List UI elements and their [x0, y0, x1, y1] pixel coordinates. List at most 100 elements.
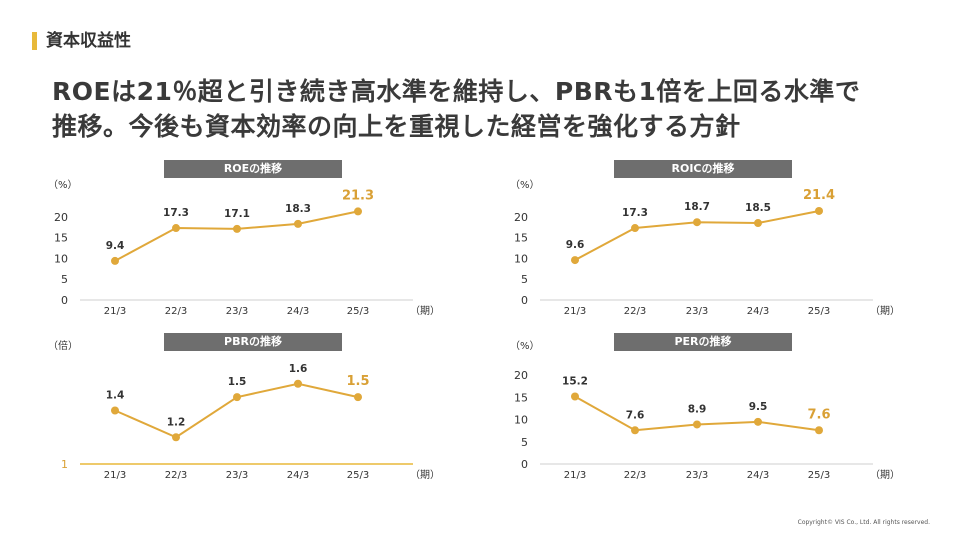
roe-point-1 [172, 224, 180, 233]
pbr-data-label-1: 1.2 [167, 416, 186, 428]
pbr-data-label-4: 1.5 [346, 374, 369, 389]
roe-x-tick-1: 22/3 [165, 306, 187, 317]
roic-x-tick-1: 22/3 [624, 306, 646, 317]
roic-y-tick-0: 0 [521, 294, 528, 307]
roe-y-tick-2: 10 [54, 252, 68, 265]
per-x-tick-2: 23/3 [686, 470, 708, 481]
section-accent-bar [32, 32, 37, 50]
per-x-tick-4: 25/3 [808, 470, 830, 481]
roe-data-label-0: 9.4 [106, 240, 125, 252]
pbr-point-0 [111, 406, 119, 415]
pbr-x-tick-2: 23/3 [226, 470, 248, 481]
roic-point-3 [754, 219, 762, 228]
pbr-point-3 [294, 379, 302, 388]
roe-y-tick-4: 20 [54, 211, 68, 224]
roic-data-label-4: 21.4 [803, 188, 835, 203]
roe-y-tick-0: 0 [61, 294, 68, 307]
per-point-3 [754, 417, 762, 426]
roic-unit-label: （%） [510, 180, 540, 191]
roe-chart-title: ROEの推移 [164, 160, 342, 178]
per-x-tick-0: 21/3 [564, 470, 586, 481]
roic-y-tick-3: 15 [514, 232, 528, 245]
per-data-label-1: 7.6 [626, 409, 645, 421]
roic-point-1 [631, 224, 639, 233]
headline-line-2: 推移。今後も資本効率の向上を重視した経営を強化する方針 [52, 112, 741, 141]
roe-data-label-3: 18.3 [285, 203, 311, 215]
roic-line-chart: 0 5 10 15 20 21/3 22/3 23/3 24/3 25/3 （期） 9.6 17.3 18… [514, 188, 900, 317]
roic-x-tick-3: 24/3 [747, 306, 769, 317]
pbr-x-tick-1: 22/3 [165, 470, 187, 481]
roic-point-4 [815, 206, 823, 215]
pbr-period-label: （期） [410, 469, 440, 481]
roe-y-tick-1: 5 [61, 273, 68, 286]
roic-y-tick-2: 10 [514, 252, 528, 265]
pbr-point-2 [233, 393, 241, 402]
roe-data-label-2: 17.1 [224, 208, 250, 220]
pbr-unit-label: （倍） [48, 341, 78, 352]
headline-line-1: ROEは21％超と引き続き高水準を維持し、PBRも1倍を上回る水準で [52, 77, 861, 106]
roe-point-2 [233, 224, 241, 233]
pbr-point-1 [172, 433, 180, 442]
per-y-tick-4: 20 [514, 369, 528, 382]
roe-point-3 [294, 219, 302, 228]
roic-x-tick-2: 23/3 [686, 306, 708, 317]
pbr-data-label-0: 1.4 [106, 390, 125, 402]
roic-point-2 [693, 218, 701, 227]
per-y-tick-1: 5 [521, 436, 528, 449]
copyright-notice: Copyright© VIS Co., Ltd. All rights rese… [797, 519, 930, 526]
roe-x-tick-2: 23/3 [226, 306, 248, 317]
roe-x-tick-4: 25/3 [347, 306, 369, 317]
roic-data-label-2: 18.7 [684, 201, 710, 213]
per-data-label-2: 8.9 [688, 403, 707, 415]
per-point-4 [815, 426, 823, 435]
per-chart-title: PERの推移 [614, 333, 792, 351]
pbr-x-tick-0: 21/3 [104, 470, 126, 481]
roic-point-0 [571, 256, 579, 265]
roe-point-0 [111, 256, 119, 265]
per-point-0 [571, 392, 579, 401]
per-data-label-3: 9.5 [749, 401, 768, 413]
roic-chart-title: ROICの推移 [614, 160, 792, 178]
roe-point-4 [354, 207, 362, 216]
per-data-label-0: 15.2 [562, 376, 588, 388]
roic-chart-panel: ROICの推移 （%） 0 5 10 15 20 21/3 22/3 23/3 24/3 25/3… [480, 160, 960, 340]
pbr-y-tick-0: 1 [61, 458, 68, 471]
roic-y-tick-4: 20 [514, 211, 528, 224]
per-chart-panel: PERの推移 （%） 0 5 10 15 20 21/3 22/3 23/3 24/3 25/3 （… [480, 333, 960, 513]
per-x-tick-3: 24/3 [747, 470, 769, 481]
per-point-1 [631, 426, 639, 435]
pbr-x-tick-3: 24/3 [287, 470, 309, 481]
pbr-line-chart: 1 21/3 22/3 23/3 24/3 25/3 （期） 1.4 1.2 1.5 1.6 1.5 [61, 363, 440, 481]
per-y-tick-3: 15 [514, 391, 528, 404]
roic-x-tick-0: 21/3 [564, 306, 586, 317]
per-x-tick-1: 22/3 [624, 470, 646, 481]
roic-y-tick-1: 5 [521, 273, 528, 286]
roe-y-tick-3: 15 [54, 232, 68, 245]
roe-x-tick-3: 24/3 [287, 306, 309, 317]
per-y-tick-2: 10 [514, 414, 528, 427]
pbr-point-4 [354, 393, 362, 402]
roe-unit-label: （%） [48, 180, 78, 191]
pbr-chart-title: PBRの推移 [164, 333, 342, 351]
roe-period-label: （期） [410, 305, 440, 317]
roe-chart-panel: ROEの推移 （%） 0 5 10 15 20 21/3 22/3 23/3 24/3 25/3 （… [0, 160, 480, 340]
roe-data-label-4: 21.3 [342, 188, 374, 203]
roe-data-label-1: 17.3 [163, 207, 189, 219]
roic-data-label-1: 17.3 [622, 207, 648, 219]
roic-period-label: （期） [870, 305, 900, 317]
roe-x-tick-0: 21/3 [104, 306, 126, 317]
pbr-series-line [114, 382, 359, 439]
pbr-data-label-2: 1.5 [228, 376, 247, 388]
pbr-data-label-3: 1.6 [289, 363, 308, 375]
pbr-x-tick-4: 25/3 [347, 470, 369, 481]
per-y-tick-0: 0 [521, 458, 528, 471]
roic-data-label-0: 9.6 [566, 239, 585, 251]
roic-data-label-3: 18.5 [745, 202, 771, 214]
per-data-label-4: 7.6 [807, 407, 830, 422]
headline: ROEは21％超と引き続き高水準を維持し、PBRも1倍を上回る水準で 推移。今後… [52, 74, 932, 144]
section-title: 資本収益性 [46, 31, 131, 51]
per-unit-label: （%） [510, 341, 540, 352]
per-period-label: （期） [870, 469, 900, 481]
per-line-chart: 0 5 10 15 20 21/3 22/3 23/3 24/3 25/3 （期） 15.2 7.6 8.… [514, 369, 900, 481]
per-point-2 [693, 420, 701, 429]
